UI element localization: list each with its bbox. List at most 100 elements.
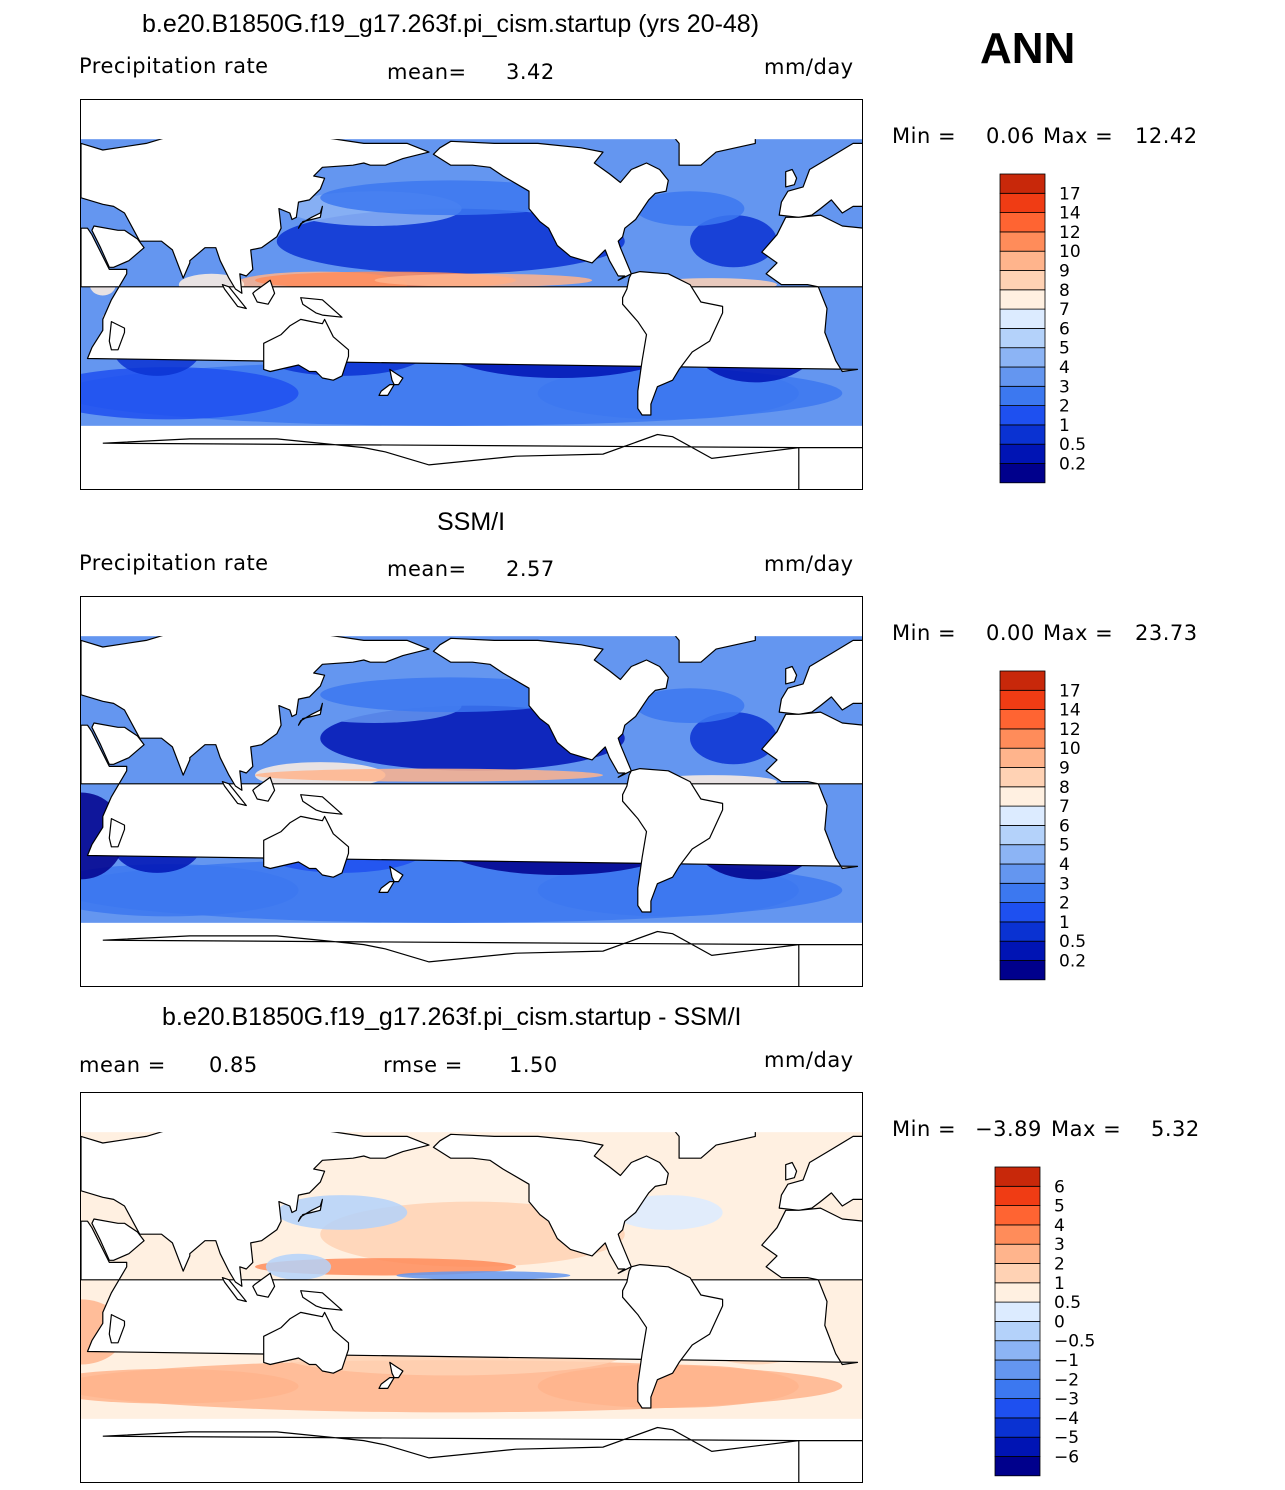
colorbar-swatch bbox=[994, 1282, 1041, 1303]
colorbar-tick-label: 3 bbox=[1059, 377, 1070, 397]
panel-2-units: mm/day bbox=[764, 552, 854, 576]
colorbar-tick-label: 0.5 bbox=[1054, 1293, 1081, 1313]
colorbar-tick-label: 5 bbox=[1059, 836, 1070, 856]
colorbar-swatch bbox=[999, 347, 1046, 368]
colorbar-swatch bbox=[994, 1320, 1041, 1342]
colorbar-tick-label: 1 bbox=[1059, 913, 1070, 933]
colorbar-tick-label: −0.5 bbox=[1054, 1332, 1095, 1352]
colorbar-tick-label: 9 bbox=[1059, 759, 1070, 779]
colorbar-swatch bbox=[994, 1185, 1041, 1206]
panel-1-title: b.e20.B1850G.f19_g17.263f.pi_cism.startu… bbox=[142, 10, 760, 38]
colorbar-tick-label: −2 bbox=[1054, 1370, 1079, 1390]
colorbar-tick-label: 4 bbox=[1059, 358, 1070, 378]
colorbar-swatch bbox=[999, 940, 1046, 961]
panel-3-min-label: Min = bbox=[892, 1117, 957, 1141]
colorbar-swatch bbox=[999, 250, 1046, 271]
colorbar-tick-label: 12 bbox=[1059, 720, 1081, 740]
colorbar-tick-label: 4 bbox=[1054, 1216, 1065, 1236]
colorbar-swatch bbox=[999, 463, 1046, 484]
colorbar-swatch bbox=[999, 192, 1046, 213]
colorbar-tick-label: 7 bbox=[1059, 300, 1070, 320]
panel-2-mean-label: mean= bbox=[387, 557, 467, 581]
colorbar-swatch bbox=[999, 308, 1046, 329]
colorbar-swatch bbox=[999, 747, 1046, 768]
panel-1-units: mm/day bbox=[764, 55, 854, 79]
colorbar-swatch bbox=[999, 670, 1046, 691]
colorbar-tick-label: 8 bbox=[1059, 778, 1070, 798]
colorbar-tick-label: 0 bbox=[1054, 1312, 1065, 1332]
colorbar-swatch bbox=[994, 1359, 1041, 1380]
colorbar-tick-label: −6 bbox=[1054, 1448, 1079, 1468]
panel-1-max-value: 12.42 bbox=[1135, 124, 1198, 148]
colorbar-swatch bbox=[999, 709, 1046, 730]
colorbar-swatch bbox=[999, 270, 1046, 291]
colorbar-swatch bbox=[999, 786, 1046, 807]
colorbar-tick-label: −1 bbox=[1054, 1351, 1079, 1371]
colorbar-tick-label: 0.5 bbox=[1059, 932, 1086, 952]
panel-3-map bbox=[80, 1092, 863, 1483]
colorbar-swatch bbox=[999, 424, 1046, 445]
colorbar-swatch bbox=[994, 1166, 1041, 1187]
colorbar-swatch bbox=[994, 1456, 1041, 1477]
colorbar-swatch bbox=[999, 231, 1046, 252]
colorbar-swatch bbox=[994, 1398, 1041, 1419]
colorbar-tick-label: 17 bbox=[1059, 681, 1081, 701]
colorbar-swatch bbox=[999, 289, 1046, 310]
colorbar-swatch bbox=[999, 385, 1046, 407]
panel-3-mean-value: 0.85 bbox=[209, 1053, 258, 1077]
colorbar-tick-label: 2 bbox=[1059, 397, 1070, 417]
colorbar-tick-label: 6 bbox=[1059, 319, 1070, 339]
panel-2-min-value: 0.00 bbox=[986, 621, 1035, 645]
colorbar-swatch bbox=[999, 443, 1046, 464]
panel-2-colorbar: 0.2 0.5 1 2 3 4 5 6 7 8 9 10 12 14 17 bbox=[999, 670, 1120, 983]
panel-3-mean-label: mean = bbox=[79, 1053, 166, 1077]
colorbar-tick-label: 17 bbox=[1059, 184, 1081, 204]
colorbar-tick-label: 10 bbox=[1059, 242, 1081, 262]
colorbar-tick-label: 12 bbox=[1059, 223, 1081, 243]
colorbar-tick-label: 10 bbox=[1059, 739, 1081, 759]
colorbar-tick-label: 0.2 bbox=[1059, 952, 1086, 972]
panel-3-colorbar: −6 −5 −4 −3 −2 −1 −0.5 0 0.5 1 2 3 4 5 6 bbox=[994, 1166, 1115, 1479]
colorbar-swatch bbox=[999, 327, 1046, 349]
colorbar-swatch bbox=[994, 1224, 1041, 1245]
colorbar-tick-label: 5 bbox=[1054, 1197, 1065, 1217]
colorbar-swatch bbox=[999, 689, 1046, 710]
colorbar-swatch bbox=[994, 1417, 1041, 1438]
panel-1-mean-label: mean= bbox=[387, 60, 467, 84]
colorbar-tick-label: 5 bbox=[1059, 339, 1070, 359]
colorbar-swatch bbox=[999, 824, 1046, 846]
colorbar-tick-label: 3 bbox=[1054, 1235, 1065, 1255]
colorbar-tick-label: 2 bbox=[1059, 894, 1070, 914]
panel-3-units: mm/day bbox=[764, 1048, 854, 1072]
colorbar-tick-label: 14 bbox=[1059, 204, 1081, 224]
colorbar-swatch bbox=[999, 805, 1046, 826]
colorbar-tick-label: 0.2 bbox=[1059, 455, 1086, 475]
panel-2-map bbox=[80, 596, 863, 987]
colorbar-swatch bbox=[999, 212, 1046, 233]
colorbar-tick-label: 9 bbox=[1059, 262, 1070, 282]
colorbar-swatch bbox=[999, 728, 1046, 749]
colorbar-tick-label: −4 bbox=[1054, 1409, 1079, 1429]
colorbar-tick-label: 2 bbox=[1054, 1255, 1065, 1275]
colorbar-tick-label: 8 bbox=[1059, 281, 1070, 301]
colorbar-tick-label: −5 bbox=[1054, 1428, 1079, 1448]
panel-1-min-value: 0.06 bbox=[986, 124, 1035, 148]
panel-1-colorbar: 0.2 0.5 1 2 3 4 5 6 7 8 9 10 12 14 17 bbox=[999, 173, 1120, 486]
colorbar-swatch bbox=[999, 960, 1046, 981]
colorbar-tick-label: 1 bbox=[1054, 1274, 1065, 1294]
panel-3-title: b.e20.B1850G.f19_g17.263f.pi_cism.startu… bbox=[162, 1003, 742, 1031]
panel-1-max-label: Max = bbox=[1043, 124, 1114, 148]
panel-2-max-label: Max = bbox=[1043, 621, 1114, 645]
panel-2-mean-value: 2.57 bbox=[506, 557, 555, 581]
colorbar-swatch bbox=[994, 1301, 1041, 1322]
colorbar-swatch bbox=[994, 1436, 1041, 1457]
panel-2-variable-label: Precipitation rate bbox=[79, 551, 269, 575]
colorbar-tick-label: 3 bbox=[1059, 874, 1070, 894]
colorbar-swatch bbox=[994, 1205, 1041, 1226]
colorbar-swatch bbox=[994, 1378, 1041, 1400]
panel-2-max-value: 23.73 bbox=[1135, 621, 1198, 645]
panel-1-min-label: Min = bbox=[892, 124, 957, 148]
panel-3-rmse-label: rmse = bbox=[383, 1053, 463, 1077]
colorbar-swatch bbox=[994, 1263, 1041, 1284]
colorbar-tick-label: 6 bbox=[1054, 1177, 1065, 1197]
